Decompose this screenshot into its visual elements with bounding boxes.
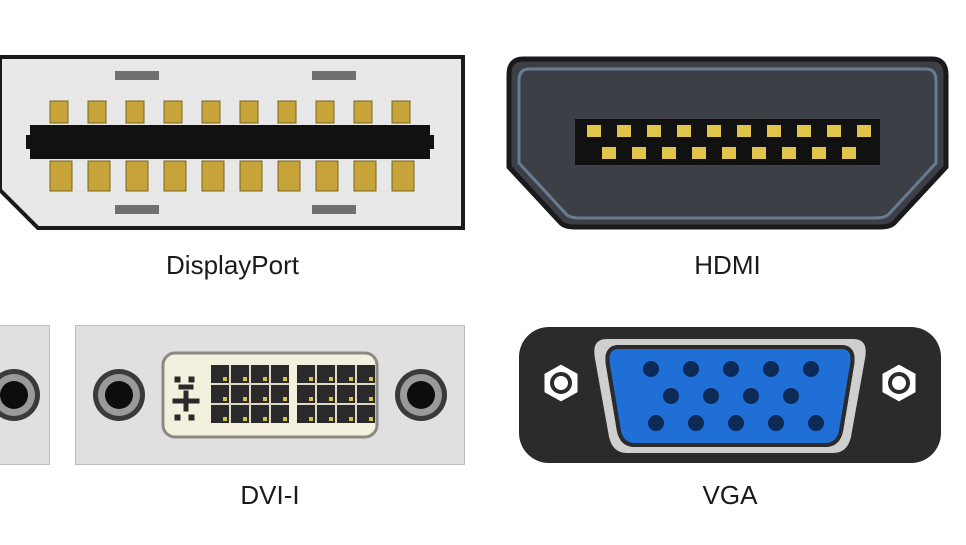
dvi-i-connector xyxy=(75,325,465,465)
hdmi-label: HDMI xyxy=(505,250,950,281)
vga-label: VGA xyxy=(515,480,945,511)
displayport-icon xyxy=(0,55,465,230)
vga-icon xyxy=(515,315,945,475)
dvi-partial-left xyxy=(0,325,50,465)
hdmi-icon xyxy=(505,55,950,230)
displayport-connector xyxy=(0,55,465,230)
displayport-label: DisplayPort xyxy=(0,250,465,281)
vga-connector xyxy=(515,315,945,475)
dvi-i-icon xyxy=(75,325,465,465)
dvi-i-label: DVI-I xyxy=(75,480,465,511)
dvi-partial-icon xyxy=(0,325,50,465)
hdmi-connector xyxy=(505,55,950,230)
